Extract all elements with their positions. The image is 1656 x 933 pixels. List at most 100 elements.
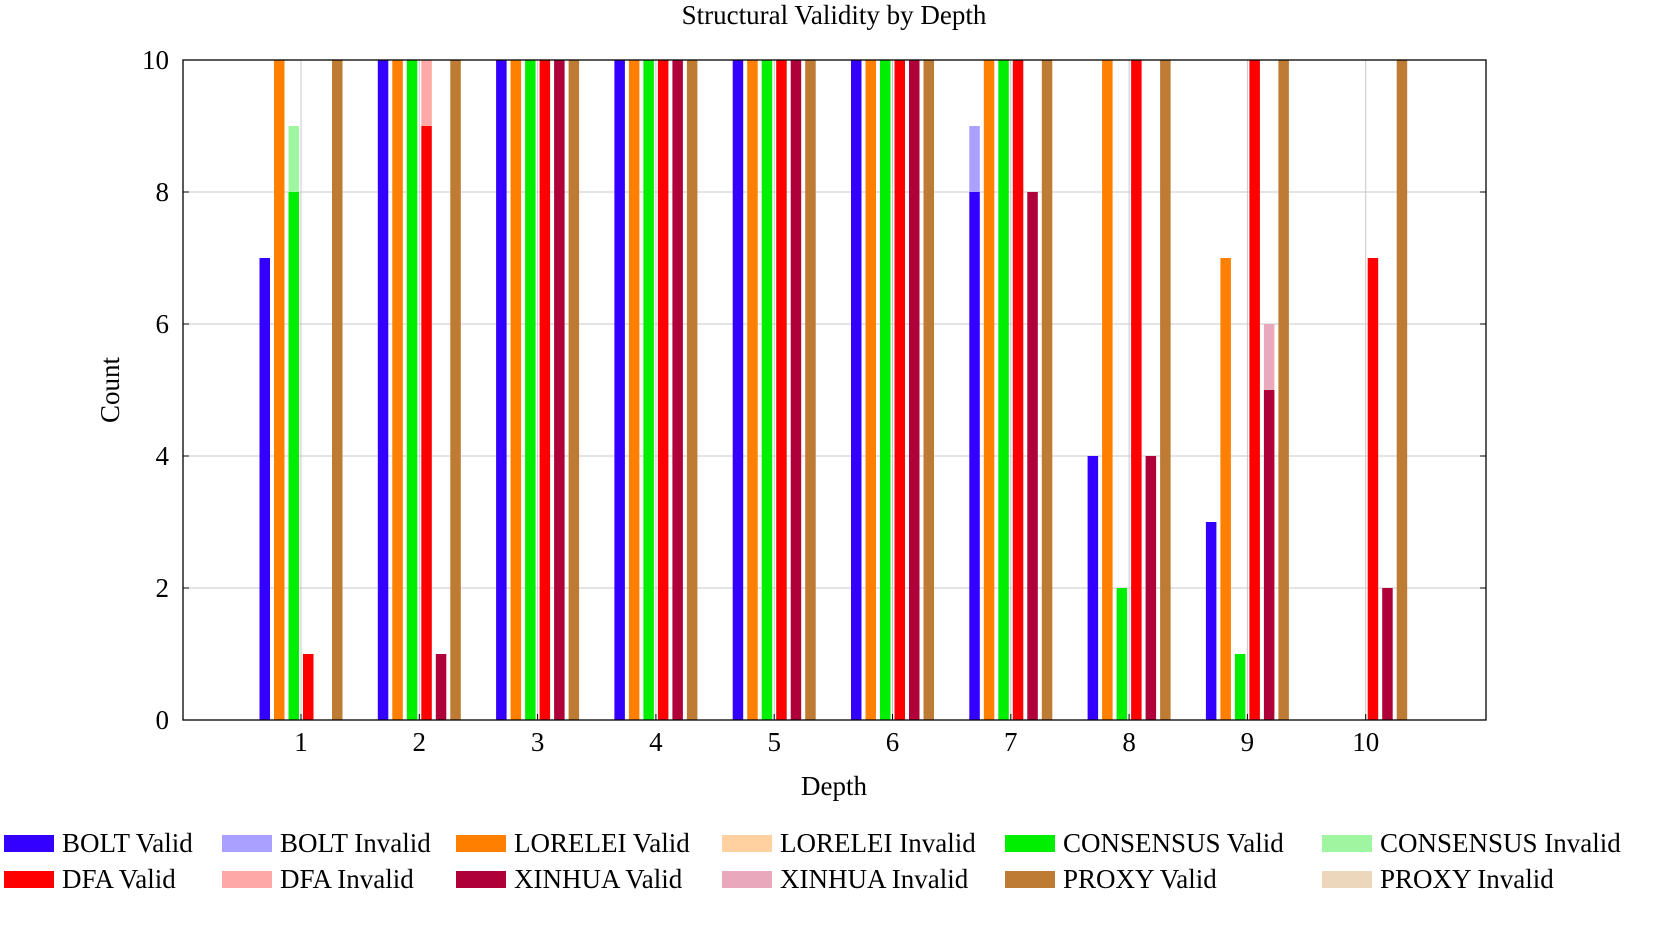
lorelei-valid-bar-depth-4 — [628, 60, 640, 720]
legend-label: CONSENSUS Invalid — [1380, 828, 1621, 858]
proxy-valid-bar-depth-4 — [686, 60, 698, 720]
consensus-valid-bar-depth-7 — [998, 60, 1009, 720]
xinhua-valid-bar-depth-10 — [1382, 588, 1393, 720]
xinhua-valid-bar-depth-2 — [435, 654, 447, 720]
proxy-valid-bar-depth-10 — [1396, 60, 1408, 720]
lorelei-valid-bar-depth-5 — [747, 60, 758, 720]
legend-label: CONSENSUS Valid — [1063, 828, 1284, 858]
consensus-valid-bar-depth-6 — [880, 60, 891, 720]
lorelei-valid-bar-depth-3 — [510, 60, 522, 720]
bolt-invalid-bar-depth-7 — [969, 126, 980, 192]
consensus-valid-bar-depth-5 — [761, 60, 773, 720]
bolt-valid-bar-depth-5 — [732, 60, 744, 720]
legend-swatch — [722, 870, 772, 888]
bars — [259, 60, 1408, 720]
x-tick-label: 10 — [1352, 727, 1379, 757]
xinhua-valid-bar-depth-5 — [790, 60, 802, 720]
y-tick-label: 10 — [142, 45, 169, 75]
y-tick-label: 8 — [156, 177, 170, 207]
bolt-valid-bar-depth-8 — [1087, 456, 1099, 720]
plot-frame — [182, 59, 1487, 721]
x-tick-label: 5 — [767, 727, 781, 757]
lorelei-valid-bar-depth-7 — [983, 60, 995, 720]
legend-item-dfa-invalid: DFA Invalid — [222, 862, 414, 896]
xinhua-invalid-bar-depth-9 — [1263, 324, 1275, 390]
dfa-valid-bar-depth-10 — [1367, 258, 1379, 720]
bolt-valid-bar-depth-2 — [377, 60, 389, 720]
legend-item-xinhua-valid: XINHUA Valid — [456, 862, 682, 896]
legend-swatch — [4, 870, 54, 888]
legend-row: BOLT Valid BOLT Invalid LORELEI Valid LO… — [4, 826, 1654, 860]
legend-label: LORELEI Invalid — [780, 828, 976, 858]
y-axis-label: Count — [95, 356, 125, 423]
legend-label: XINHUA Invalid — [780, 864, 969, 894]
y-tick-label: 0 — [156, 705, 170, 735]
dfa-valid-bar-depth-2 — [421, 126, 432, 720]
proxy-valid-bar-depth-1 — [332, 60, 343, 720]
legend-swatch — [456, 834, 506, 852]
x-axis-label: Depth — [801, 771, 867, 801]
lorelei-valid-bar-depth-8 — [1102, 60, 1113, 720]
xinhua-valid-bar-depth-8 — [1145, 456, 1157, 720]
legend-label: PROXY Valid — [1063, 864, 1217, 894]
bolt-valid-bar-depth-3 — [496, 60, 507, 720]
bolt-valid-bar-depth-4 — [614, 60, 625, 720]
x-tick-label: 2 — [413, 727, 427, 757]
xinhua-valid-bar-depth-9 — [1263, 390, 1275, 720]
legend-label: XINHUA Valid — [514, 864, 683, 894]
dfa-valid-bar-depth-9 — [1249, 60, 1260, 720]
legend-swatch — [1005, 834, 1055, 852]
consensus-valid-bar-depth-9 — [1234, 654, 1246, 720]
x-tick-label: 6 — [886, 727, 900, 757]
dfa-valid-bar-depth-1 — [303, 654, 314, 720]
lorelei-valid-bar-depth-9 — [1220, 258, 1231, 720]
bolt-valid-bar-depth-6 — [851, 60, 862, 720]
legend-item-proxy-invalid: PROXY Invalid — [1322, 862, 1554, 896]
legend-item-xinhua-invalid: XINHUA Invalid — [722, 862, 968, 896]
proxy-valid-bar-depth-2 — [450, 60, 461, 720]
lorelei-valid-bar-depth-1 — [274, 60, 285, 720]
legend-swatch — [1322, 834, 1372, 852]
xinhua-valid-bar-depth-7 — [1027, 192, 1038, 720]
proxy-valid-bar-depth-6 — [923, 60, 934, 720]
legend-item-lorelei-invalid: LORELEI Invalid — [722, 826, 976, 860]
legend-swatch — [222, 834, 272, 852]
consensus-valid-bar-depth-4 — [643, 60, 654, 720]
xinhua-valid-bar-depth-3 — [554, 60, 565, 720]
dfa-valid-bar-depth-6 — [894, 60, 905, 720]
legend-label: BOLT Invalid — [280, 828, 431, 858]
legend-item-lorelei-valid: LORELEI Valid — [456, 826, 690, 860]
lorelei-valid-bar-depth-6 — [865, 60, 876, 720]
proxy-valid-bar-depth-7 — [1041, 60, 1053, 720]
x-tick-label: 7 — [1004, 727, 1018, 757]
y-tick-label: 4 — [156, 441, 170, 471]
dfa-valid-bar-depth-4 — [657, 60, 669, 720]
x-tick-label: 8 — [1122, 727, 1136, 757]
consensus-valid-bar-depth-3 — [525, 60, 536, 720]
legend-item-bolt-invalid: BOLT Invalid — [222, 826, 431, 860]
legend-label: DFA Invalid — [280, 864, 414, 894]
y-tick-label: 2 — [156, 573, 170, 603]
legend-item-proxy-valid: PROXY Valid — [1005, 862, 1217, 896]
dfa-valid-bar-depth-3 — [539, 60, 551, 720]
bolt-valid-bar-depth-9 — [1205, 522, 1217, 720]
legend-item-consensus-valid: CONSENSUS Valid — [1005, 826, 1284, 860]
y-tick-label: 6 — [156, 309, 170, 339]
legend-label: BOLT Valid — [62, 828, 193, 858]
proxy-valid-bar-depth-8 — [1160, 60, 1171, 720]
legend-label: LORELEI Valid — [514, 828, 690, 858]
dfa-valid-bar-depth-8 — [1131, 60, 1142, 720]
legend-swatch — [1322, 870, 1372, 888]
x-tick-label: 4 — [649, 727, 663, 757]
bolt-valid-bar-depth-1 — [259, 258, 270, 720]
x-tick-label: 9 — [1241, 727, 1255, 757]
consensus-valid-bar-depth-2 — [406, 60, 418, 720]
legend-row: DFA Valid DFA Invalid XINHUA Valid XINHU… — [4, 862, 1654, 896]
x-tick-label: 1 — [294, 727, 308, 757]
consensus-invalid-bar-depth-1 — [288, 126, 299, 192]
x-tick-label: 3 — [531, 727, 545, 757]
legend-swatch — [4, 834, 54, 852]
proxy-valid-bar-depth-5 — [805, 60, 816, 720]
legend-swatch — [222, 870, 272, 888]
